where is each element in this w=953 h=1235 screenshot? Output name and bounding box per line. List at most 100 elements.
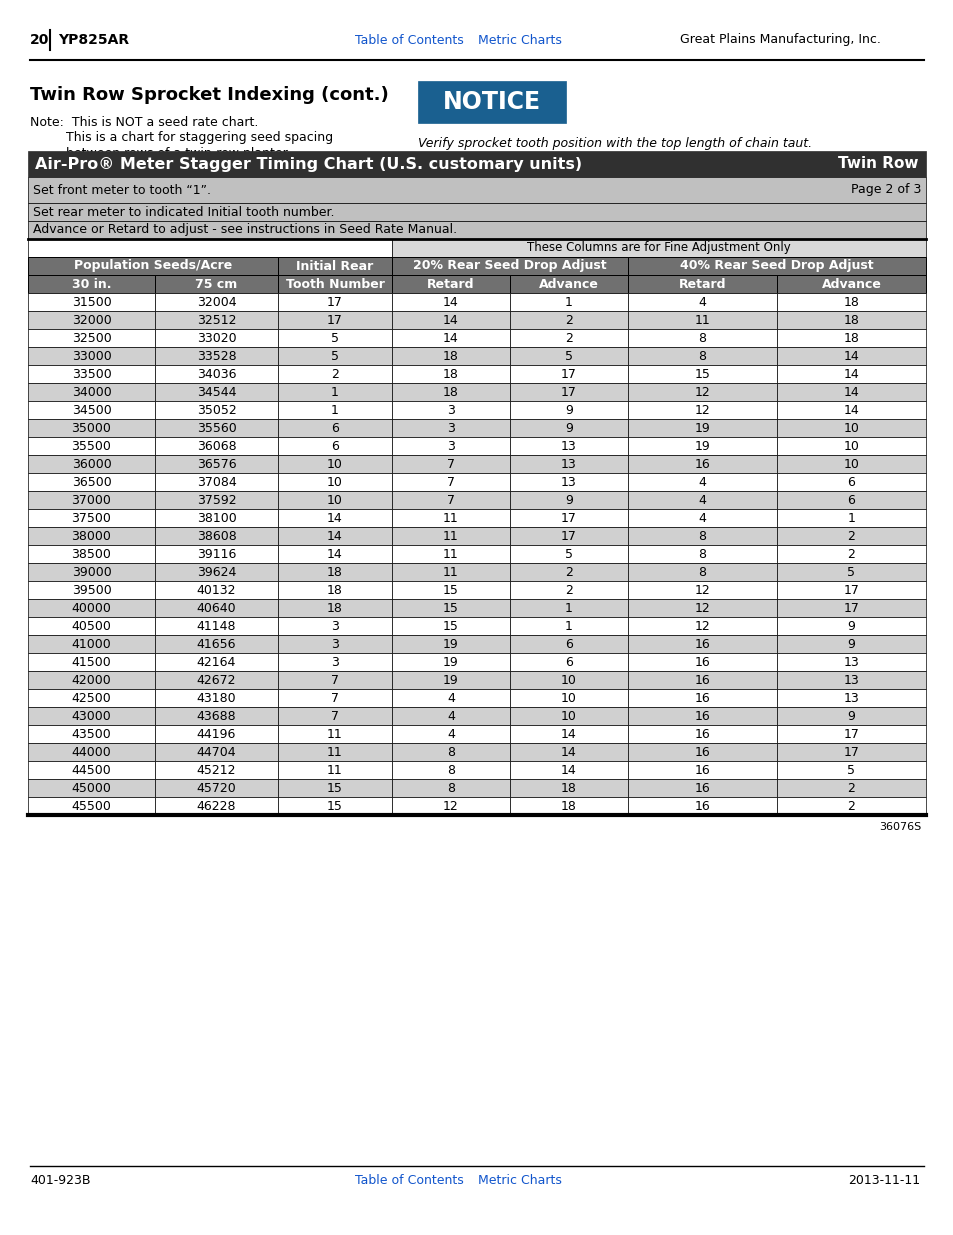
Bar [28,437,154,454]
Text: 401-923B: 401-923B [30,1173,91,1187]
Bar [28,366,154,383]
Text: 11: 11 [442,530,458,542]
Text: 33020: 33020 [196,331,236,345]
Bar [392,689,510,706]
Text: Retard: Retard [678,278,725,290]
Text: 2: 2 [564,314,573,326]
Bar [277,779,392,797]
Bar [627,743,776,761]
Text: 11: 11 [442,511,458,525]
Text: 2013-11-11: 2013-11-11 [847,1173,919,1187]
Text: Verify sprocket tooth position with the top length of chain taut.: Verify sprocket tooth position with the … [417,137,811,149]
Bar [392,437,510,454]
Bar [776,761,925,779]
Text: 36068: 36068 [196,440,236,452]
Text: 3: 3 [447,404,455,416]
Bar [392,545,510,563]
Bar [627,599,776,618]
Bar [627,653,776,671]
Text: 42000: 42000 [71,673,112,687]
Bar [627,618,776,635]
Bar [154,671,277,689]
Bar [277,725,392,743]
Text: 12: 12 [694,620,710,632]
Bar [510,618,627,635]
Bar [277,563,392,580]
Text: 14: 14 [842,385,859,399]
Text: 16: 16 [694,727,710,741]
Bar [510,509,627,527]
Text: 4: 4 [447,727,455,741]
Text: Great Plains Manufacturing, Inc.: Great Plains Manufacturing, Inc. [679,33,880,47]
Text: 6: 6 [331,421,338,435]
Text: 2: 2 [846,782,855,794]
Text: 13: 13 [842,656,859,668]
Text: 5: 5 [564,350,573,363]
Bar [154,401,277,419]
Bar [510,599,627,618]
Bar [392,275,510,293]
Text: 13: 13 [560,457,577,471]
Text: 34036: 34036 [196,368,236,380]
Text: between rows of a twin-row planter.: between rows of a twin-row planter. [30,147,291,159]
Text: 11: 11 [327,746,342,758]
Bar [154,492,277,509]
Bar [392,401,510,419]
Text: 18: 18 [842,314,859,326]
Text: 33500: 33500 [71,368,112,380]
Bar [510,725,627,743]
Bar [154,347,277,366]
Bar [627,329,776,347]
Text: 3: 3 [331,620,338,632]
Bar [154,527,277,545]
Bar [627,545,776,563]
Text: 18: 18 [442,350,458,363]
Text: 13: 13 [560,440,577,452]
Text: Set rear meter to indicated Initial tooth number.: Set rear meter to indicated Initial toot… [33,205,335,219]
Text: 17: 17 [842,583,859,597]
Text: 15: 15 [327,799,342,813]
Bar [510,366,627,383]
Bar [154,779,277,797]
Text: 43500: 43500 [71,727,112,741]
Bar [627,419,776,437]
Text: 15: 15 [442,583,458,597]
Bar [277,545,392,563]
Bar [392,743,510,761]
Text: 12: 12 [694,385,710,399]
Bar [154,473,277,492]
Bar [28,509,154,527]
Bar [627,311,776,329]
Text: 10: 10 [842,440,859,452]
Text: 35052: 35052 [196,404,236,416]
Bar [154,706,277,725]
Bar [510,635,627,653]
Bar [392,311,510,329]
Text: 10: 10 [560,673,577,687]
Text: 10: 10 [327,494,342,506]
Text: 15: 15 [694,368,710,380]
Bar [627,689,776,706]
Bar [627,779,776,797]
Text: 44704: 44704 [196,746,236,758]
Bar [776,293,925,311]
Text: 16: 16 [694,637,710,651]
Text: 15: 15 [442,601,458,615]
Text: 46228: 46228 [196,799,236,813]
Bar [510,761,627,779]
Text: 12: 12 [694,583,710,597]
Bar [627,492,776,509]
Bar [510,329,627,347]
Bar [776,419,925,437]
Text: 14: 14 [442,295,458,309]
Text: Page 2 of 3: Page 2 of 3 [850,184,920,196]
Bar [392,419,510,437]
Text: 10: 10 [327,475,342,489]
Bar [776,725,925,743]
Text: 34544: 34544 [196,385,236,399]
Bar [392,293,510,311]
Bar [277,347,392,366]
Text: 9: 9 [564,404,573,416]
Text: 20% Rear Seed Drop Adjust: 20% Rear Seed Drop Adjust [413,259,606,273]
Text: 39116: 39116 [196,547,236,561]
